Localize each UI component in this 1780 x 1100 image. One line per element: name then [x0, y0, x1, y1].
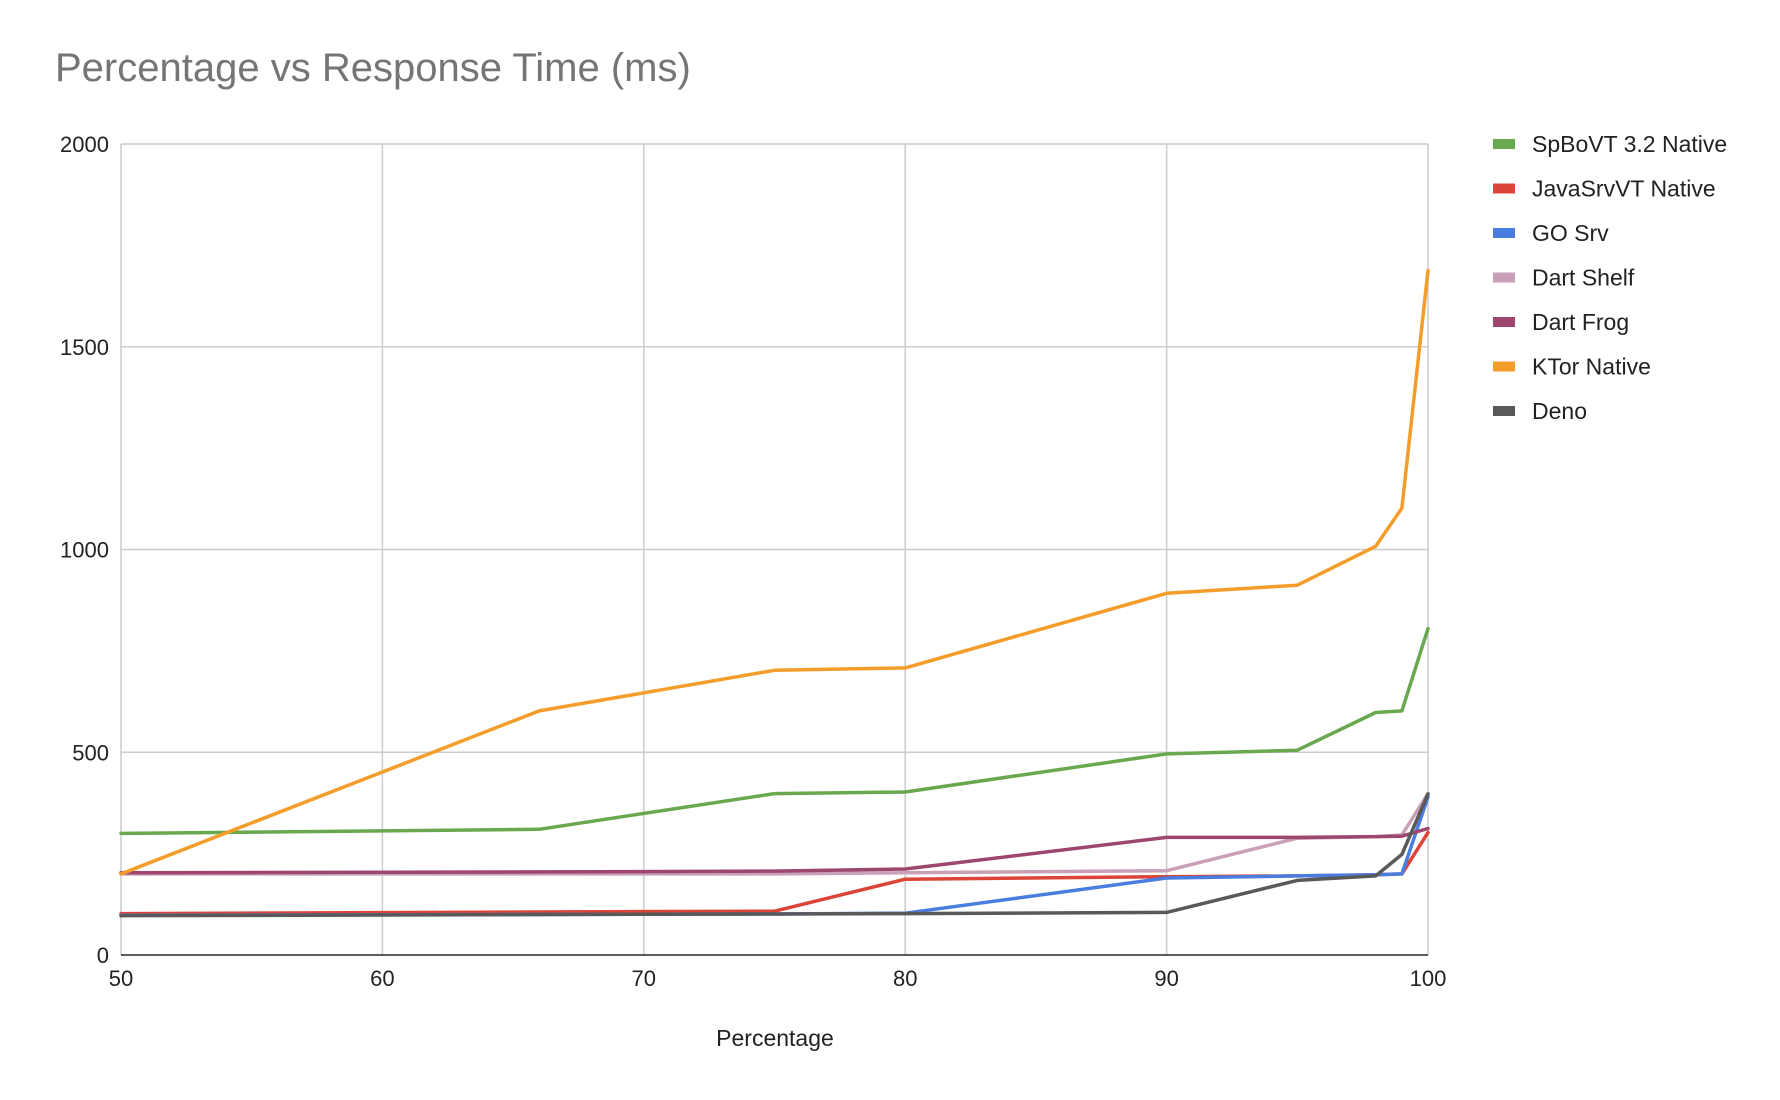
series-line-ktor-native — [119, 268, 1430, 876]
legend-label: Deno — [1532, 398, 1587, 424]
legend-swatch — [1493, 272, 1515, 283]
legend-swatch — [1493, 228, 1515, 238]
y-tick-label: 500 — [72, 740, 109, 765]
legend-label: KTor Native — [1532, 354, 1651, 380]
x-tick-label: 80 — [893, 966, 917, 991]
y-tick-label: 2000 — [60, 132, 109, 157]
series-line-deno — [119, 792, 1430, 918]
series-line-spbovt-3-2-native — [119, 626, 1430, 836]
series-line-dart-frog — [119, 826, 1430, 875]
x-tick-label: 100 — [1410, 966, 1447, 991]
legend: SpBoVT 3.2 Native JavaSrvVT Native GO Srv D… — [1493, 131, 1727, 424]
legend-swatch — [1493, 139, 1515, 149]
x-tick-label: 90 — [1154, 966, 1178, 991]
y-tick-label: 1500 — [60, 335, 109, 360]
series-lines — [119, 268, 1430, 918]
legend-swatch — [1493, 317, 1515, 327]
x-tick-label: 50 — [109, 966, 133, 991]
legend-swatch — [1493, 183, 1515, 194]
y-tick-label: 1000 — [60, 538, 109, 563]
x-tick-label: 70 — [632, 966, 656, 991]
legend-label: GO Srv — [1532, 220, 1609, 246]
grid — [120, 143, 1429, 956]
legend-label: Dart Shelf — [1532, 265, 1635, 291]
x-axis-title: Percentage — [716, 1025, 834, 1051]
legend-label: Dart Frog — [1532, 309, 1629, 335]
y-tick-label: 0 — [97, 943, 109, 968]
chart-title: Percentage vs Response Time (ms) — [55, 46, 691, 90]
legend-swatch — [1493, 361, 1515, 372]
legend-swatch — [1493, 406, 1515, 416]
legend-label: JavaSrvVT Native — [1532, 176, 1716, 202]
series-line-dart-shelf — [119, 791, 1430, 876]
x-tick-label: 60 — [370, 966, 394, 991]
legend-label: SpBoVT 3.2 Native — [1532, 131, 1727, 157]
